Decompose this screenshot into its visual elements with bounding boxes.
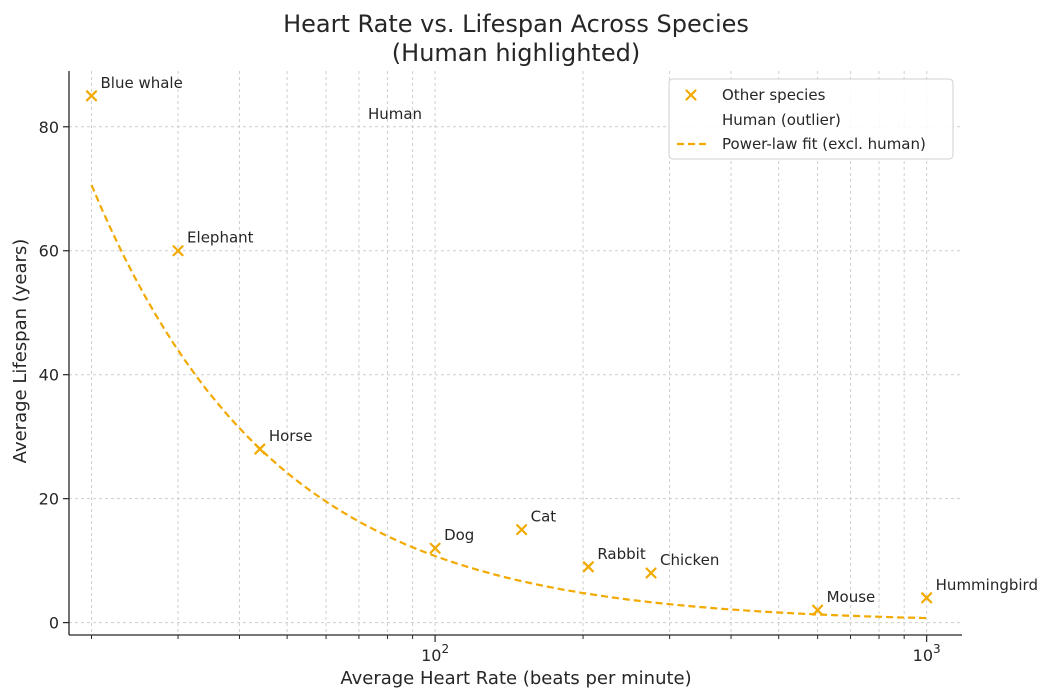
axes	[68, 71, 962, 636]
ticks: 0 20 40 60 80 102 103	[39, 118, 941, 665]
y-tick-label: 20	[39, 490, 59, 509]
point-label-mouse: Mouse	[827, 588, 876, 606]
point-hummingbird	[921, 592, 933, 604]
y-tick-label: 60	[39, 242, 59, 261]
x-marker-stroke	[429, 542, 441, 554]
legend-box	[668, 78, 954, 160]
fit-layer	[90, 184, 927, 620]
x-marker-stroke	[172, 245, 184, 257]
chart-title-line-2: (Human highlighted)	[392, 39, 640, 67]
points-layer	[85, 90, 933, 616]
grid	[69, 71, 962, 635]
y-tick-label: 0	[49, 614, 59, 633]
point-label-dog: Dog	[444, 526, 474, 544]
point-chicken	[645, 567, 657, 579]
fit-line	[90, 184, 927, 620]
point-cat	[516, 524, 528, 536]
point-dog	[429, 542, 441, 554]
x-marker-stroke	[85, 90, 98, 102]
x-axis-label: Average Heart Rate (beats per minute)	[340, 668, 691, 689]
point-rabbit	[582, 561, 594, 573]
point-label-blue-whale: Blue whale	[100, 74, 182, 92]
x-marker-stroke	[645, 567, 657, 579]
point-label-cat: Cat	[531, 508, 557, 526]
x-marker-stroke	[254, 443, 266, 455]
point-labels: Blue whale Elephant Horse Dog Cat Rabbit Chick…	[100, 74, 1037, 606]
chart-title-line-1: Heart Rate vs. Lifespan Across Species	[283, 10, 749, 38]
x-tick-label: 102	[421, 642, 449, 665]
x-marker-stroke	[582, 561, 594, 573]
y-axis-label: Average Lifespan (years)	[10, 239, 31, 464]
x-marker-stroke	[685, 89, 697, 101]
legend-label-human: Human (outlier)	[722, 111, 841, 129]
point-label-hummingbird: Hummingbird	[936, 576, 1038, 594]
point-label-elephant: Elephant	[187, 229, 254, 247]
y-tick-label: 80	[39, 118, 59, 137]
legend-label-other-species: Other species	[722, 86, 826, 104]
y-tick-label: 40	[39, 366, 59, 385]
legend-marker-other-species	[685, 89, 697, 101]
chart-title: Heart Rate vs. Lifespan Across Species (…	[283, 10, 749, 67]
legend: Other species Human (outlier) Power-law fi…	[668, 78, 954, 160]
point-label-rabbit: Rabbit	[597, 545, 645, 563]
x-marker-stroke	[921, 592, 933, 604]
point-elephant	[172, 245, 184, 257]
legend-label-fit: Power-law fit (excl. human)	[722, 135, 926, 153]
x-tick-label: 103	[913, 642, 941, 665]
point-label-human: Human	[368, 105, 422, 123]
point-mouse	[812, 604, 824, 616]
point-blue-whale	[85, 90, 98, 102]
point-label-chicken: Chicken	[660, 551, 719, 569]
x-marker-stroke	[516, 524, 528, 536]
point-label-horse: Horse	[269, 427, 313, 445]
point-horse	[254, 443, 266, 455]
x-marker-stroke	[812, 604, 824, 616]
